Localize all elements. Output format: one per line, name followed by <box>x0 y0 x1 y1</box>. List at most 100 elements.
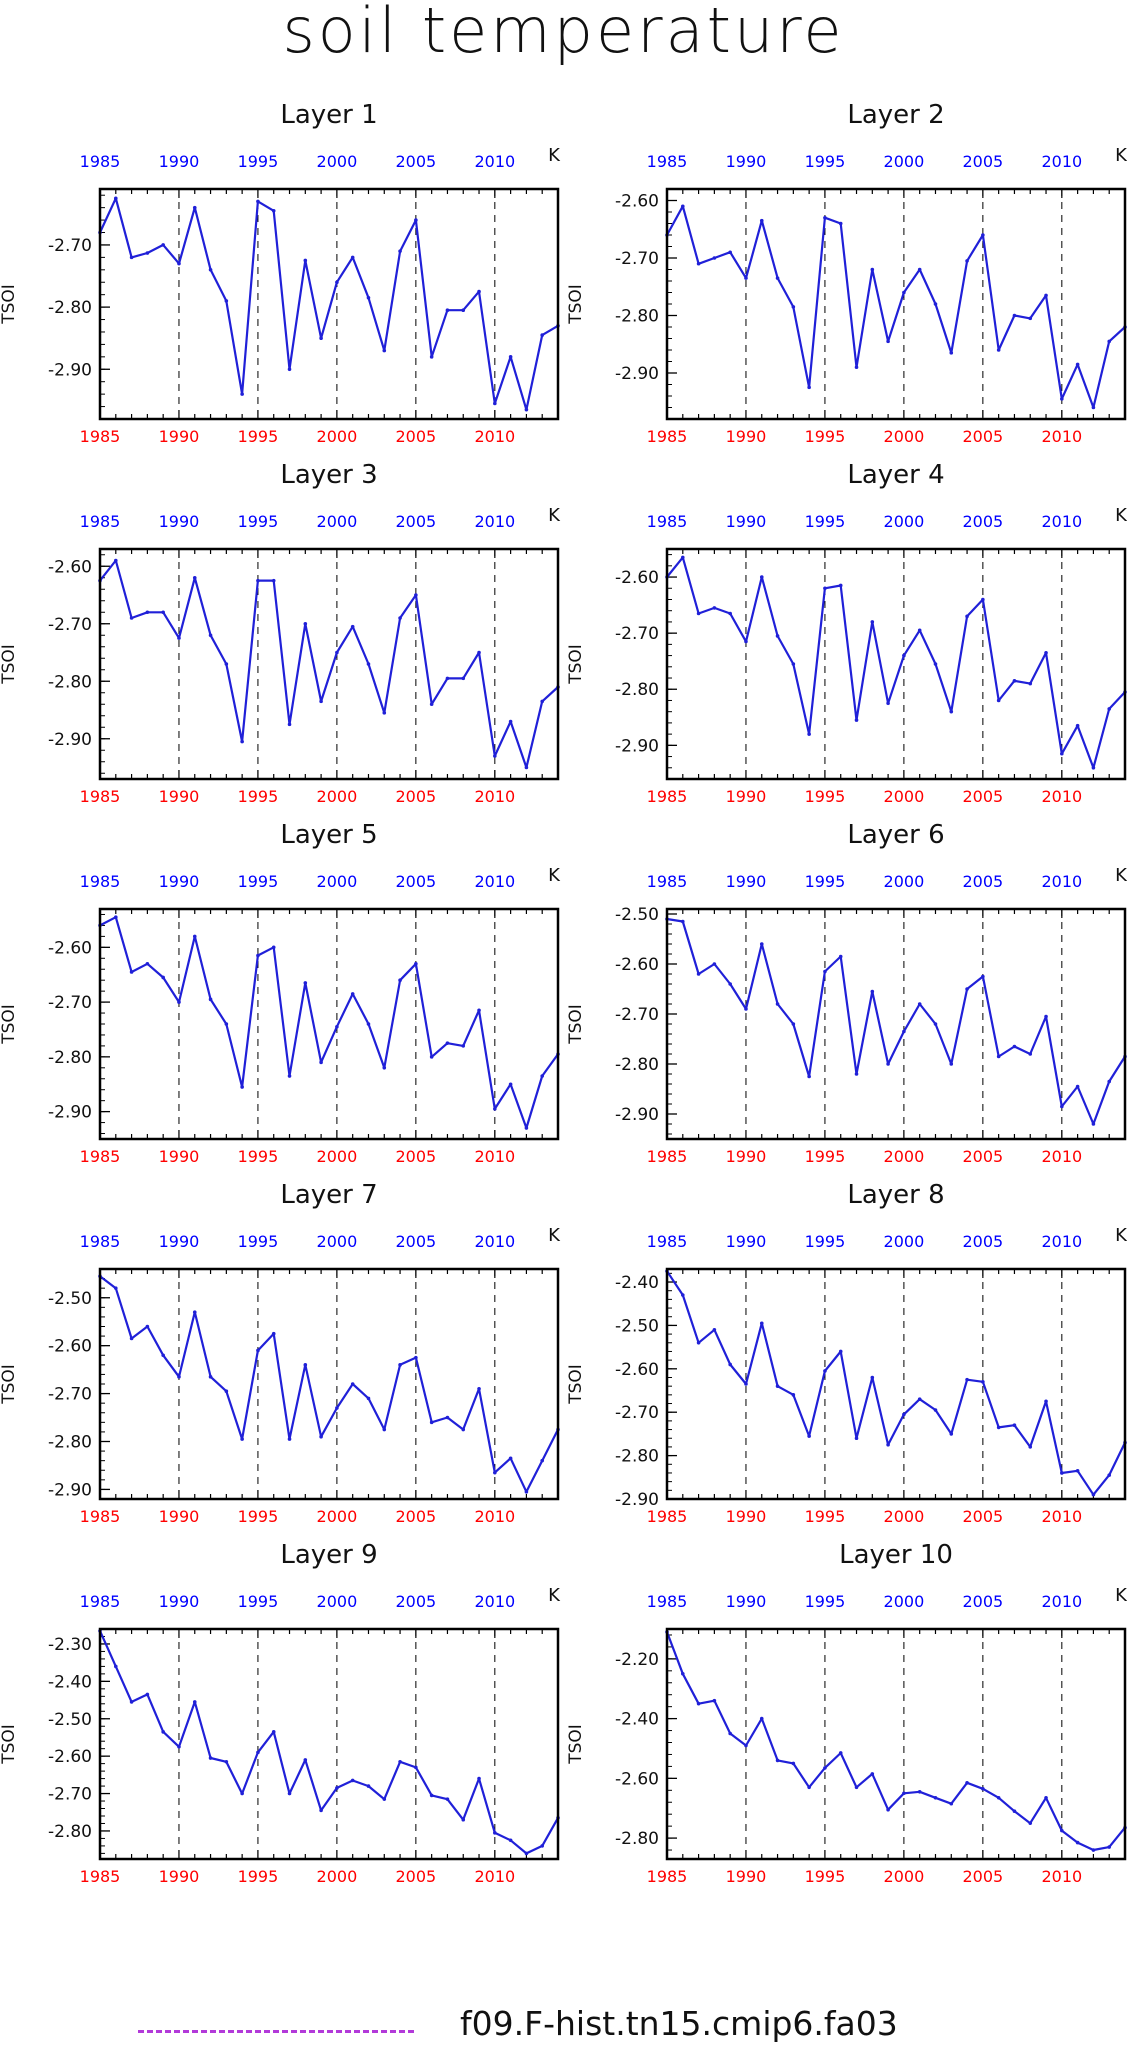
data-point <box>1028 681 1033 686</box>
y-tick-label: -2.80 <box>48 1433 92 1453</box>
data-point <box>287 1074 292 1078</box>
x-tick-label-bottom: 1985 <box>647 1867 688 1886</box>
data-point <box>240 1791 244 1796</box>
data-point <box>1012 679 1017 683</box>
data-point <box>303 1758 308 1762</box>
data-point <box>461 1044 466 1048</box>
data-point <box>696 261 701 266</box>
units-label: K <box>548 1225 561 1246</box>
x-tick-label-bottom: 2010 <box>474 787 515 806</box>
x-tick-label-top: 1985 <box>647 1592 688 1611</box>
y-tick-label: -2.70 <box>48 1385 92 1405</box>
x-tick-label-top: 2005 <box>963 1592 1004 1611</box>
series-line <box>99 197 559 411</box>
data-point <box>1044 293 1048 298</box>
data-point <box>744 1743 748 1748</box>
y-tick-label: -2.90 <box>615 736 659 756</box>
data-point <box>680 1672 685 1676</box>
y-tick-label: -2.40 <box>48 1672 92 1692</box>
y-axis-label: TSOI <box>566 284 586 325</box>
plot-frame <box>665 907 1127 1141</box>
x-tick-label-bottom: 2010 <box>474 427 515 446</box>
chart-panel-6: Layer 6 K TSOI 1985 1985 1990 1990 1995 1995 2000… <box>566 820 1127 1166</box>
data-point <box>759 1321 764 1326</box>
data-point <box>838 1349 843 1354</box>
data-point <box>177 1000 181 1004</box>
x-tick-label-bottom: 2005 <box>963 1147 1004 1166</box>
data-point <box>192 1310 197 1314</box>
data-point <box>493 1107 497 1111</box>
data-point <box>981 1380 985 1384</box>
data-point <box>303 981 308 985</box>
data-point <box>129 616 134 620</box>
data-point <box>886 701 890 706</box>
data-point <box>854 1072 859 1076</box>
data-point <box>791 1761 796 1766</box>
data-point <box>414 1355 418 1360</box>
data-point <box>933 1795 938 1800</box>
plot-frame <box>665 1627 1127 1861</box>
data-point <box>902 1029 906 1034</box>
data-point <box>696 1340 701 1345</box>
x-tick-label-bottom: 1990 <box>726 1867 767 1886</box>
data-point <box>414 218 418 222</box>
x-tick-label-bottom: 1985 <box>80 1147 121 1166</box>
y-tick-label: -2.70 <box>615 1005 659 1025</box>
data-point <box>823 215 827 220</box>
x-tick-label-top: 1990 <box>726 512 767 531</box>
y-tick-label: -2.60 <box>615 955 659 975</box>
x-tick-label-top: 1995 <box>805 512 846 531</box>
series-line <box>666 205 1126 409</box>
data-point <box>917 628 922 633</box>
y-tick-label: -2.70 <box>48 993 92 1013</box>
data-point <box>177 261 181 266</box>
chart-title: Layer 4 <box>847 460 944 490</box>
data-point <box>870 1375 875 1380</box>
y-tick-label: -2.50 <box>615 1316 659 1336</box>
data-point <box>113 1286 118 1290</box>
plot-frame <box>98 907 560 1141</box>
data-point <box>886 1062 890 1066</box>
data-point <box>696 611 701 616</box>
x-tick-label-top: 1985 <box>647 1232 688 1251</box>
data-point <box>540 1844 545 1848</box>
data-point <box>823 969 827 974</box>
data-point <box>996 698 1001 703</box>
data-point <box>775 1384 780 1388</box>
chart-panel-4: Layer 4 K TSOI 1985 1985 1990 1990 1995 1995 2000… <box>566 460 1127 806</box>
units-label: K <box>548 1585 561 1606</box>
data-point <box>382 1427 387 1432</box>
units-label: K <box>548 505 561 526</box>
y-tick-label: -2.80 <box>615 680 659 700</box>
x-tick-label-top: 1990 <box>726 152 767 171</box>
units-label: K <box>548 145 561 166</box>
data-point <box>208 1756 213 1760</box>
data-point <box>429 702 434 707</box>
data-point <box>524 1490 529 1494</box>
data-point <box>303 258 308 263</box>
y-tick-label: -2.60 <box>615 192 659 212</box>
x-tick-label-top: 2000 <box>884 512 925 531</box>
x-tick-label-top: 1995 <box>805 1232 846 1251</box>
data-point <box>524 765 529 770</box>
series-line <box>666 556 1126 769</box>
data-point <box>240 392 244 396</box>
data-point <box>493 1831 497 1835</box>
data-point <box>1091 1492 1096 1497</box>
data-point <box>287 367 292 372</box>
data-point <box>1075 1840 1080 1845</box>
data-point <box>1060 397 1064 401</box>
page-title: soil temperature <box>282 0 845 67</box>
data-point <box>854 1785 859 1790</box>
data-point <box>366 1784 371 1788</box>
legend: f09.F-hist.tn15.cmip6.fa03 <box>0 2000 1127 2044</box>
x-tick-label-bottom: 2000 <box>884 1867 925 1886</box>
data-point <box>933 302 938 306</box>
x-tick-label-bottom: 1985 <box>80 1867 121 1886</box>
y-tick-label: -2.90 <box>615 1490 659 1510</box>
data-point <box>303 1363 308 1367</box>
data-point <box>759 575 764 579</box>
x-tick-label-top: 1990 <box>159 512 200 531</box>
data-point <box>445 676 450 681</box>
x-tick-label-top: 2000 <box>884 152 925 171</box>
